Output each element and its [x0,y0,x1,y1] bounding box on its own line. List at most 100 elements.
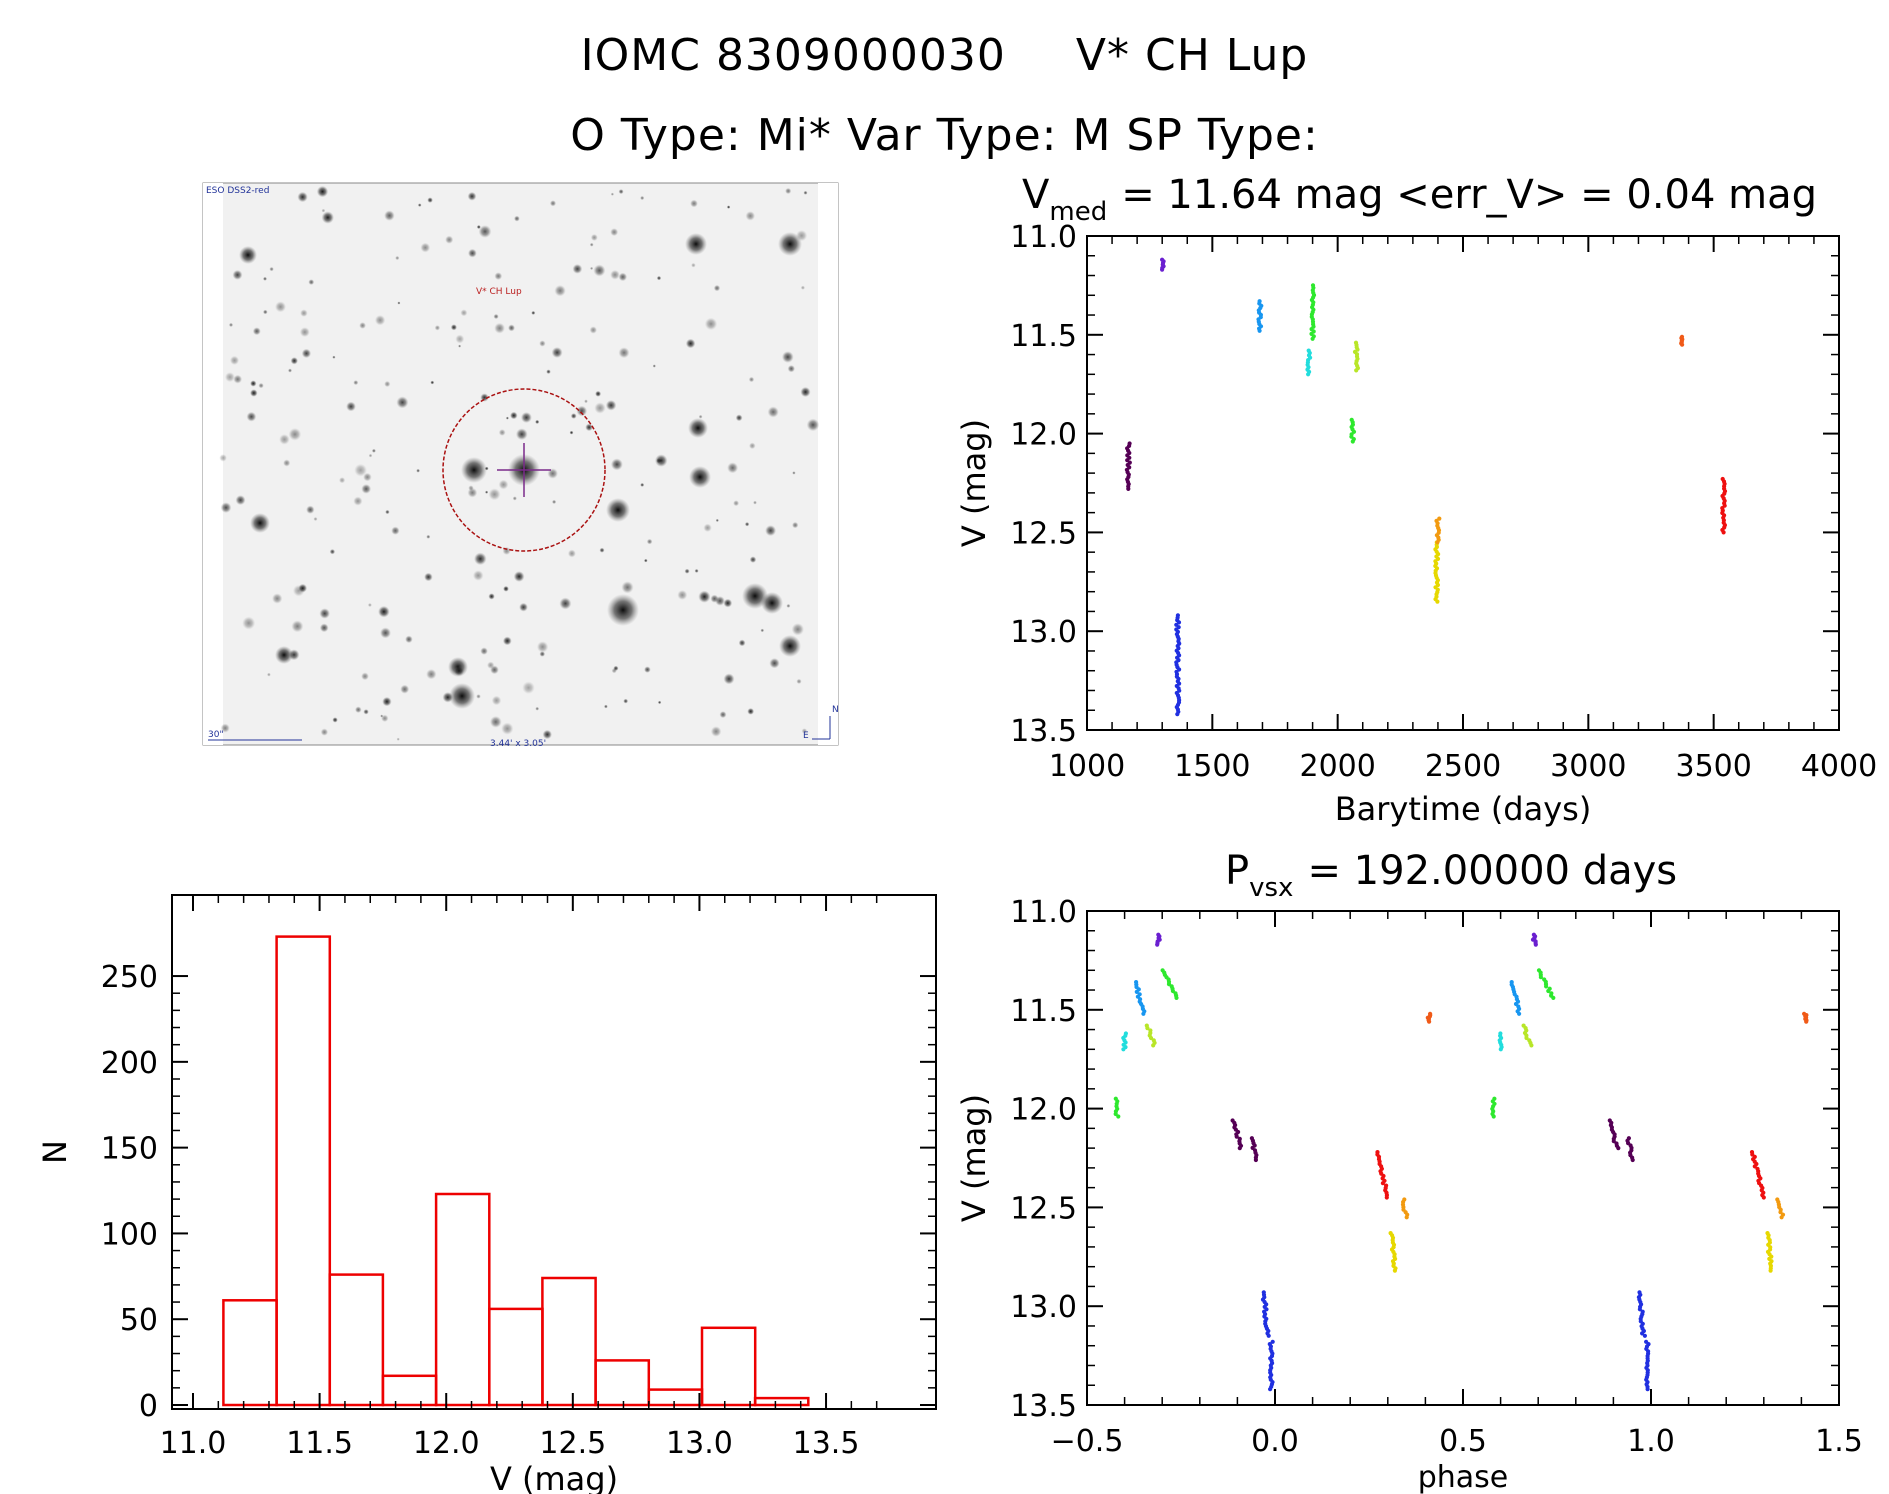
star [461,457,487,483]
star [567,549,576,558]
histogram-bar [700,1326,757,1407]
star [644,666,651,673]
size-label: 3.44' x 3.05' [490,739,546,749]
star-name-label: V* CH Lup [1075,30,1309,81]
star [761,592,783,614]
star [796,678,802,685]
star [468,248,477,258]
star [267,672,271,677]
star [710,726,722,737]
phase-curve-points [1113,932,1809,1392]
star [539,651,546,657]
histogram-xtick-label: 12.0 [413,1426,480,1461]
star [396,737,400,741]
star [353,496,363,506]
star [468,485,474,491]
phase-curve-point [1270,1339,1275,1344]
star [584,399,588,404]
star [698,590,711,603]
light-curve-xtick-label: 4000 [1801,749,1877,784]
star [316,185,329,198]
star [644,558,648,563]
histogram-bar [541,1276,597,1407]
phase-curve-point [1392,1268,1397,1273]
star [378,605,390,618]
star [800,285,806,290]
light-curve-point [1175,712,1180,717]
star [745,211,756,221]
star [368,453,373,458]
star [803,190,808,195]
star [384,210,395,221]
star [434,325,441,331]
phase-curve-point [1237,1146,1242,1151]
star [313,517,318,521]
target-circle [442,388,606,552]
phase-curve-ytick-label: 11.0 [1010,895,1077,930]
histogram-bar [488,1307,544,1407]
histogram-bar [275,935,332,1407]
star [727,462,739,474]
phase-curve-point [1533,942,1538,947]
star [778,232,802,256]
light-curve-xtick-label: 2000 [1299,749,1375,784]
star [275,301,286,313]
star [753,500,757,505]
phase-curve-point [1546,988,1551,994]
phase-curve-point [1640,1331,1645,1336]
sky-image-right-margin [818,183,838,745]
star [353,380,359,386]
star [430,380,435,385]
phase-curve-point [1538,975,1543,980]
star [501,722,514,735]
phase-curve-ytick-label: 13.0 [1010,1290,1077,1325]
star [594,402,606,414]
star [319,608,331,619]
star [779,635,801,657]
star [355,706,362,713]
star [498,479,509,490]
star [476,694,481,699]
star [590,234,598,241]
star [535,706,540,711]
star [426,534,431,539]
star [395,255,400,261]
histogram-xlabel: V (mag) [490,1460,618,1494]
star [263,276,267,281]
histogram-bar [328,1273,385,1407]
histogram-xtick-label: 11.5 [286,1426,353,1461]
star [300,309,308,317]
star [760,628,765,633]
light-curve-point [1435,599,1440,604]
star [508,324,515,332]
light-curve-ytick-label: 13.0 [1010,615,1077,650]
star [593,264,606,277]
star [704,317,718,331]
star [569,430,574,435]
star [258,382,264,389]
sky-image-left-margin [203,183,223,745]
star [478,225,492,238]
star [488,593,495,600]
star [472,570,484,581]
star [299,327,310,338]
histogram-bar [222,1299,278,1407]
star [396,396,409,409]
star [738,639,746,647]
star [250,513,270,533]
star [493,313,499,320]
star [246,411,257,422]
star [467,191,477,201]
star [263,309,268,315]
star [713,284,721,292]
light-curve-ytick-label: 13.5 [1010,714,1077,749]
star [546,369,551,375]
star [449,683,475,709]
star [656,275,662,281]
star [291,620,304,633]
phase-curve-point [1544,984,1549,989]
sky-image-panel: ESO DSS2-red V* CH Lup 30" 3.44' x 3.05'… [202,182,839,749]
star [308,279,315,285]
star [576,405,588,417]
star [250,389,258,397]
